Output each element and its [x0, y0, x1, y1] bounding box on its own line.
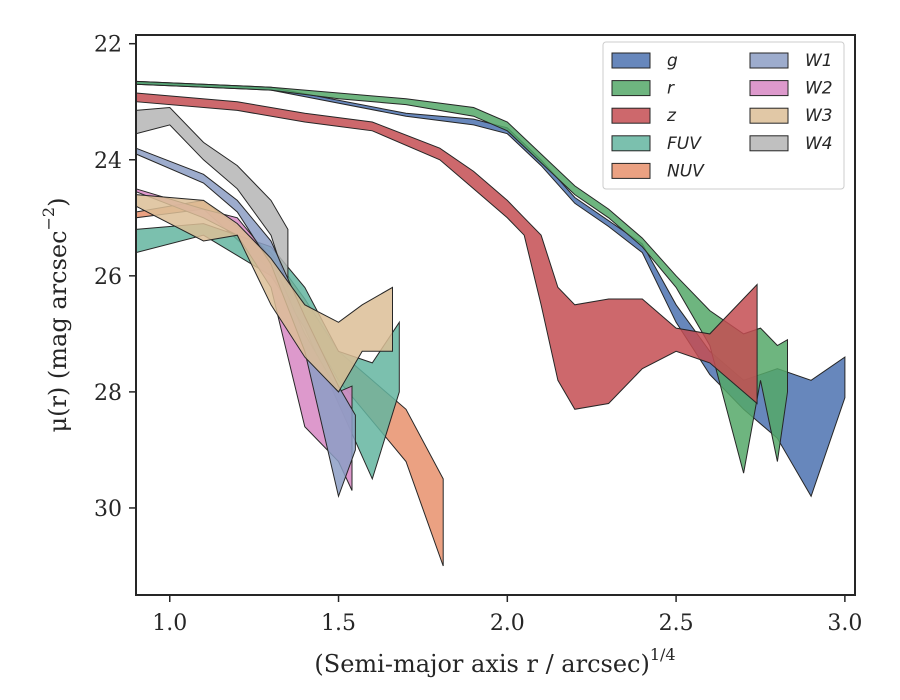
y-tick-label: 30 [94, 497, 122, 522]
y-tick-label: 22 [94, 33, 122, 58]
x-tick-label: 1.0 [152, 611, 187, 636]
x-axis-ticks: 1.0 1.5 2.0 2.5 3.0 [152, 595, 862, 636]
legend-swatch-fuv [611, 135, 651, 152]
legend-label-r: r [667, 79, 675, 99]
legend-label-fuv: FUV [667, 134, 702, 154]
legend-label-w2: W2 [805, 79, 833, 99]
legend: grz FUV NUV W1 W2 W3 W4 [602, 41, 845, 190]
y-tick-label: 26 [94, 265, 122, 290]
x-tick-label: 3.0 [827, 611, 862, 636]
legend-label-w3: W3 [805, 106, 833, 126]
legend-swatch-z [611, 107, 651, 124]
band-z [135, 92, 758, 410]
x-axis-title: (Semi-major axis r / arcsec)1/4 [314, 645, 675, 678]
y-tick-label: 28 [94, 381, 122, 406]
y-axis-title-end: ) [44, 198, 72, 207]
legend-swatch-nuv [611, 162, 651, 179]
y-axis-title: μ(r) (mag arcsec−2) [39, 198, 72, 433]
legend-swatch-r [611, 80, 651, 97]
band-w3 [135, 194, 393, 393]
y-axis-title-exponent: −2 [39, 207, 58, 231]
x-axis-title-exponent: 1/4 [650, 645, 676, 664]
x-tick-label: 2.5 [659, 611, 694, 636]
legend-label-w4: W4 [805, 134, 833, 154]
y-tick-label: 24 [94, 149, 122, 174]
y-axis-title-text: μ(r) (mag arcsec [44, 230, 72, 432]
x-tick-label: 2.0 [490, 611, 525, 636]
series-bands [135, 80, 846, 567]
band-w1 [135, 147, 356, 499]
y-axis-ticks: 22 24 26 28 30 [94, 33, 136, 522]
plot-frame [135, 34, 856, 596]
x-tick-label: 1.5 [321, 611, 356, 636]
x-axis-title-text: (Semi-major axis r / arcsec) [314, 650, 649, 678]
legend-swatch-w2 [749, 80, 789, 97]
legend-label-nuv: NUV [667, 161, 705, 181]
legend-label-g: g [667, 51, 678, 71]
legend-label-w1: W1 [805, 51, 833, 71]
legend-swatch-w3 [749, 107, 789, 124]
legend-box [602, 41, 845, 190]
legend-swatch-g [611, 52, 651, 69]
legend-label-z: z [666, 106, 677, 126]
legend-swatch-w4 [749, 135, 789, 152]
legend-swatch-w1 [749, 52, 789, 69]
band-r [135, 80, 788, 474]
